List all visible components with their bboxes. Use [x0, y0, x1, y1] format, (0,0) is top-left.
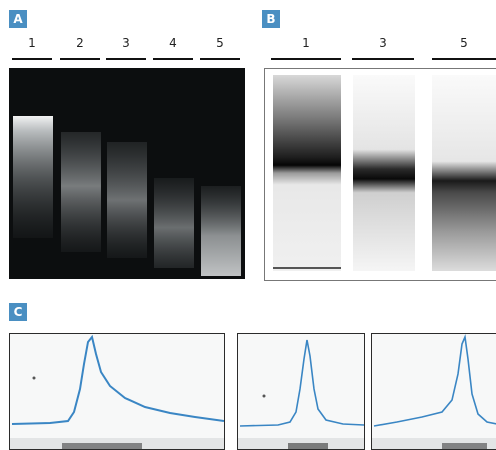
panel-b-lane-line-1	[271, 58, 341, 60]
panel-a-lane-label-4: 4	[169, 36, 177, 50]
gel-lane-1	[13, 116, 53, 238]
panel-b-lane-line-3	[352, 58, 414, 60]
panel-b-lane-label-5: 5	[460, 36, 468, 50]
gel-lane-4	[154, 178, 194, 268]
gel-lane-5	[201, 186, 241, 276]
panel-a-lane-line-1	[12, 58, 52, 60]
panel-a-lane-label-1: 1	[28, 36, 36, 50]
panel-b-lane-label-1: 1	[302, 36, 310, 50]
panel-a-lane-label-5: 5	[216, 36, 224, 50]
panel-b-label: B	[262, 10, 280, 28]
gel-lane-2	[61, 132, 101, 252]
virtual-gel-marker-line	[273, 267, 341, 269]
electropherogram-1-trace	[11, 334, 224, 425]
panel-a-label: A	[9, 10, 27, 28]
panel-a-lane-label-2: 2	[76, 36, 84, 50]
panel-a-lane-line-5	[200, 58, 240, 60]
electropherogram-3	[371, 333, 496, 450]
electropherogram-3-axis-strip	[372, 438, 496, 449]
panel-a-lane-line-4	[153, 58, 193, 60]
virtual-gel-image	[264, 68, 496, 281]
electropherogram-3-gel-band	[442, 443, 487, 449]
virtual-gel-lane-3	[353, 75, 415, 271]
electropherogram-1-gel-band	[62, 443, 142, 449]
virtual-gel-lane-1	[273, 75, 341, 271]
electropherogram-2-gel-band	[288, 443, 328, 449]
electropherogram-2-marker-dot	[262, 394, 266, 398]
electropherogram-2-trace	[239, 339, 364, 427]
panel-a-lane-label-3: 3	[122, 36, 130, 50]
electropherogram-3-trace	[373, 334, 496, 427]
panel-a-lane-line-2	[60, 58, 100, 60]
electropherogram-1-marker-dot	[32, 376, 36, 380]
panel-c-label: C	[9, 303, 27, 321]
electropherogram-2	[237, 333, 365, 450]
gel-image	[9, 68, 245, 279]
electropherogram-1	[9, 333, 225, 450]
virtual-gel-lane-5	[432, 75, 496, 271]
panel-b-lane-line-5	[432, 58, 496, 60]
gel-lane-3	[107, 142, 147, 258]
panel-b-lane-label-3: 3	[379, 36, 387, 50]
panel-a-lane-line-3	[106, 58, 146, 60]
